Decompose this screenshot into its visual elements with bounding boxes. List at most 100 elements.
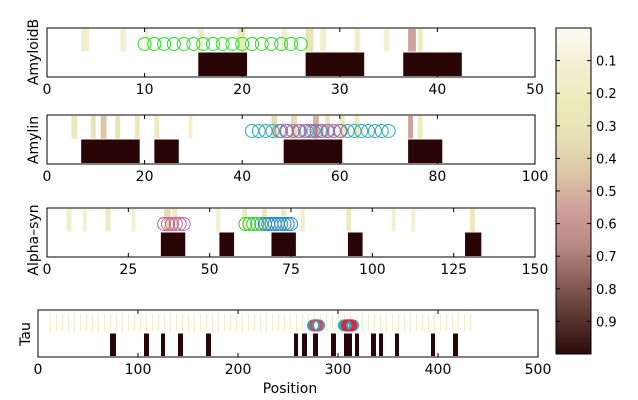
hotspot-marker	[147, 36, 162, 51]
correlation-band	[305, 29, 314, 52]
correlation-band	[110, 314, 111, 332]
correlation-band	[260, 314, 261, 332]
panel-tau-xticks: 0 100 200 300 400 500	[34, 310, 551, 378]
correlation-band	[236, 314, 237, 332]
correlation-band	[182, 314, 183, 332]
hotspot-marker	[284, 36, 298, 51]
correlation-band	[164, 209, 171, 232]
correlation-band	[198, 29, 205, 52]
correlation-band	[464, 314, 465, 332]
aggregation-segment	[408, 139, 443, 163]
hotspot-marker	[381, 123, 396, 138]
hotspot-marker	[196, 36, 211, 51]
correlation-band	[194, 314, 195, 332]
hotspot-marker	[251, 123, 266, 138]
correlation-band	[391, 209, 396, 232]
correlation-band	[440, 314, 441, 332]
hotspot-marker	[168, 216, 183, 231]
panel-alpha-syn-xticks: 0 25 50 75 100 125 150	[43, 208, 548, 278]
correlation-band	[446, 314, 447, 332]
aggregation-segment	[453, 333, 458, 356]
panel-amylin: 0 20 40 60 80 100 Amylin	[26, 114, 549, 185]
hotspot-marker	[238, 216, 253, 231]
hotspot-marker	[215, 36, 230, 51]
x-tick-label: 40	[428, 82, 446, 98]
panel-tau-hotspots	[307, 319, 359, 332]
hotspot-marker	[157, 216, 172, 231]
hotspot-marker	[274, 123, 289, 138]
correlation-band	[105, 209, 111, 232]
correlation-band	[469, 209, 475, 232]
correlation-band	[74, 314, 75, 332]
x-tick-label: 20	[233, 82, 251, 98]
x-tick-label: 40	[233, 169, 251, 185]
correlation-band	[416, 314, 417, 332]
hotspot-marker	[297, 123, 312, 138]
correlation-band	[104, 314, 105, 332]
hotspot-marker	[326, 123, 341, 138]
correlation-band	[254, 314, 255, 332]
x-tick-label: 0	[43, 262, 52, 278]
correlation-band	[326, 314, 327, 332]
correlation-band	[144, 29, 149, 52]
panel-tau-ylabel: Tau	[18, 322, 34, 347]
aggregation-segment	[431, 333, 435, 356]
correlation-band	[434, 314, 435, 332]
hotspot-marker	[254, 216, 269, 231]
correlation-band	[296, 314, 297, 332]
hotspot-marker	[311, 319, 323, 332]
correlation-band	[68, 314, 69, 332]
correlation-band	[290, 314, 291, 332]
x-tick-label: 25	[119, 262, 137, 278]
hotspot-marker	[285, 123, 300, 138]
aggregation-segment	[110, 333, 116, 356]
correlation-band	[278, 314, 279, 332]
x-tick-label: 0	[43, 169, 52, 185]
correlation-band	[134, 116, 140, 139]
hotspot-marker	[303, 123, 318, 138]
correlation-band	[224, 314, 225, 332]
panel-tau: 0 100 200 300 400 500 Tau Position	[18, 309, 551, 397]
hotspot-marker	[309, 123, 324, 138]
x-tick-label: 100	[125, 362, 152, 378]
correlation-band	[422, 314, 423, 332]
correlation-band	[146, 314, 147, 332]
correlation-band	[116, 314, 117, 332]
colorbar: 0.1 0.2 0.3 0.4 0.5 0.6 0.7 0.8 0.9	[555, 27, 617, 355]
x-tick-label: 60	[331, 169, 349, 185]
aggregation-segment	[347, 232, 363, 256]
panel-amyloidb-segments	[198, 52, 462, 76]
correlation-band	[50, 314, 51, 332]
correlation-band	[392, 314, 393, 332]
correlation-band	[404, 314, 405, 332]
x-tick-label: 400	[425, 362, 452, 378]
aggregation-segment	[219, 232, 235, 256]
aggregation-segment	[302, 333, 307, 356]
correlation-band	[216, 209, 221, 232]
correlation-band	[458, 314, 459, 332]
aggregation-segment	[371, 333, 376, 356]
hotspot-marker	[374, 123, 389, 138]
x-tick-label: 100	[522, 169, 549, 185]
correlation-band	[272, 314, 273, 332]
panel-tau-segments	[110, 333, 458, 356]
hotspot-marker	[354, 123, 369, 138]
aggregation-segment	[403, 52, 462, 76]
correlation-band	[71, 116, 78, 139]
correlation-band	[158, 314, 159, 332]
hotspot-marker	[225, 36, 240, 51]
correlation-band	[248, 314, 249, 332]
correlation-band	[374, 314, 375, 332]
aggregation-segment	[206, 333, 211, 356]
x-tick-label: 75	[282, 262, 300, 278]
correlation-band	[100, 116, 107, 139]
colorbar-tick-label: 0.4	[596, 152, 617, 167]
correlation-band	[152, 314, 153, 332]
colorbar-tick-label: 0.7	[596, 250, 617, 265]
x-tick-label: 10	[136, 82, 154, 98]
hotspot-marker	[258, 123, 273, 138]
hotspot-marker	[284, 216, 298, 231]
correlation-band	[176, 314, 177, 332]
correlation-band	[188, 116, 193, 139]
